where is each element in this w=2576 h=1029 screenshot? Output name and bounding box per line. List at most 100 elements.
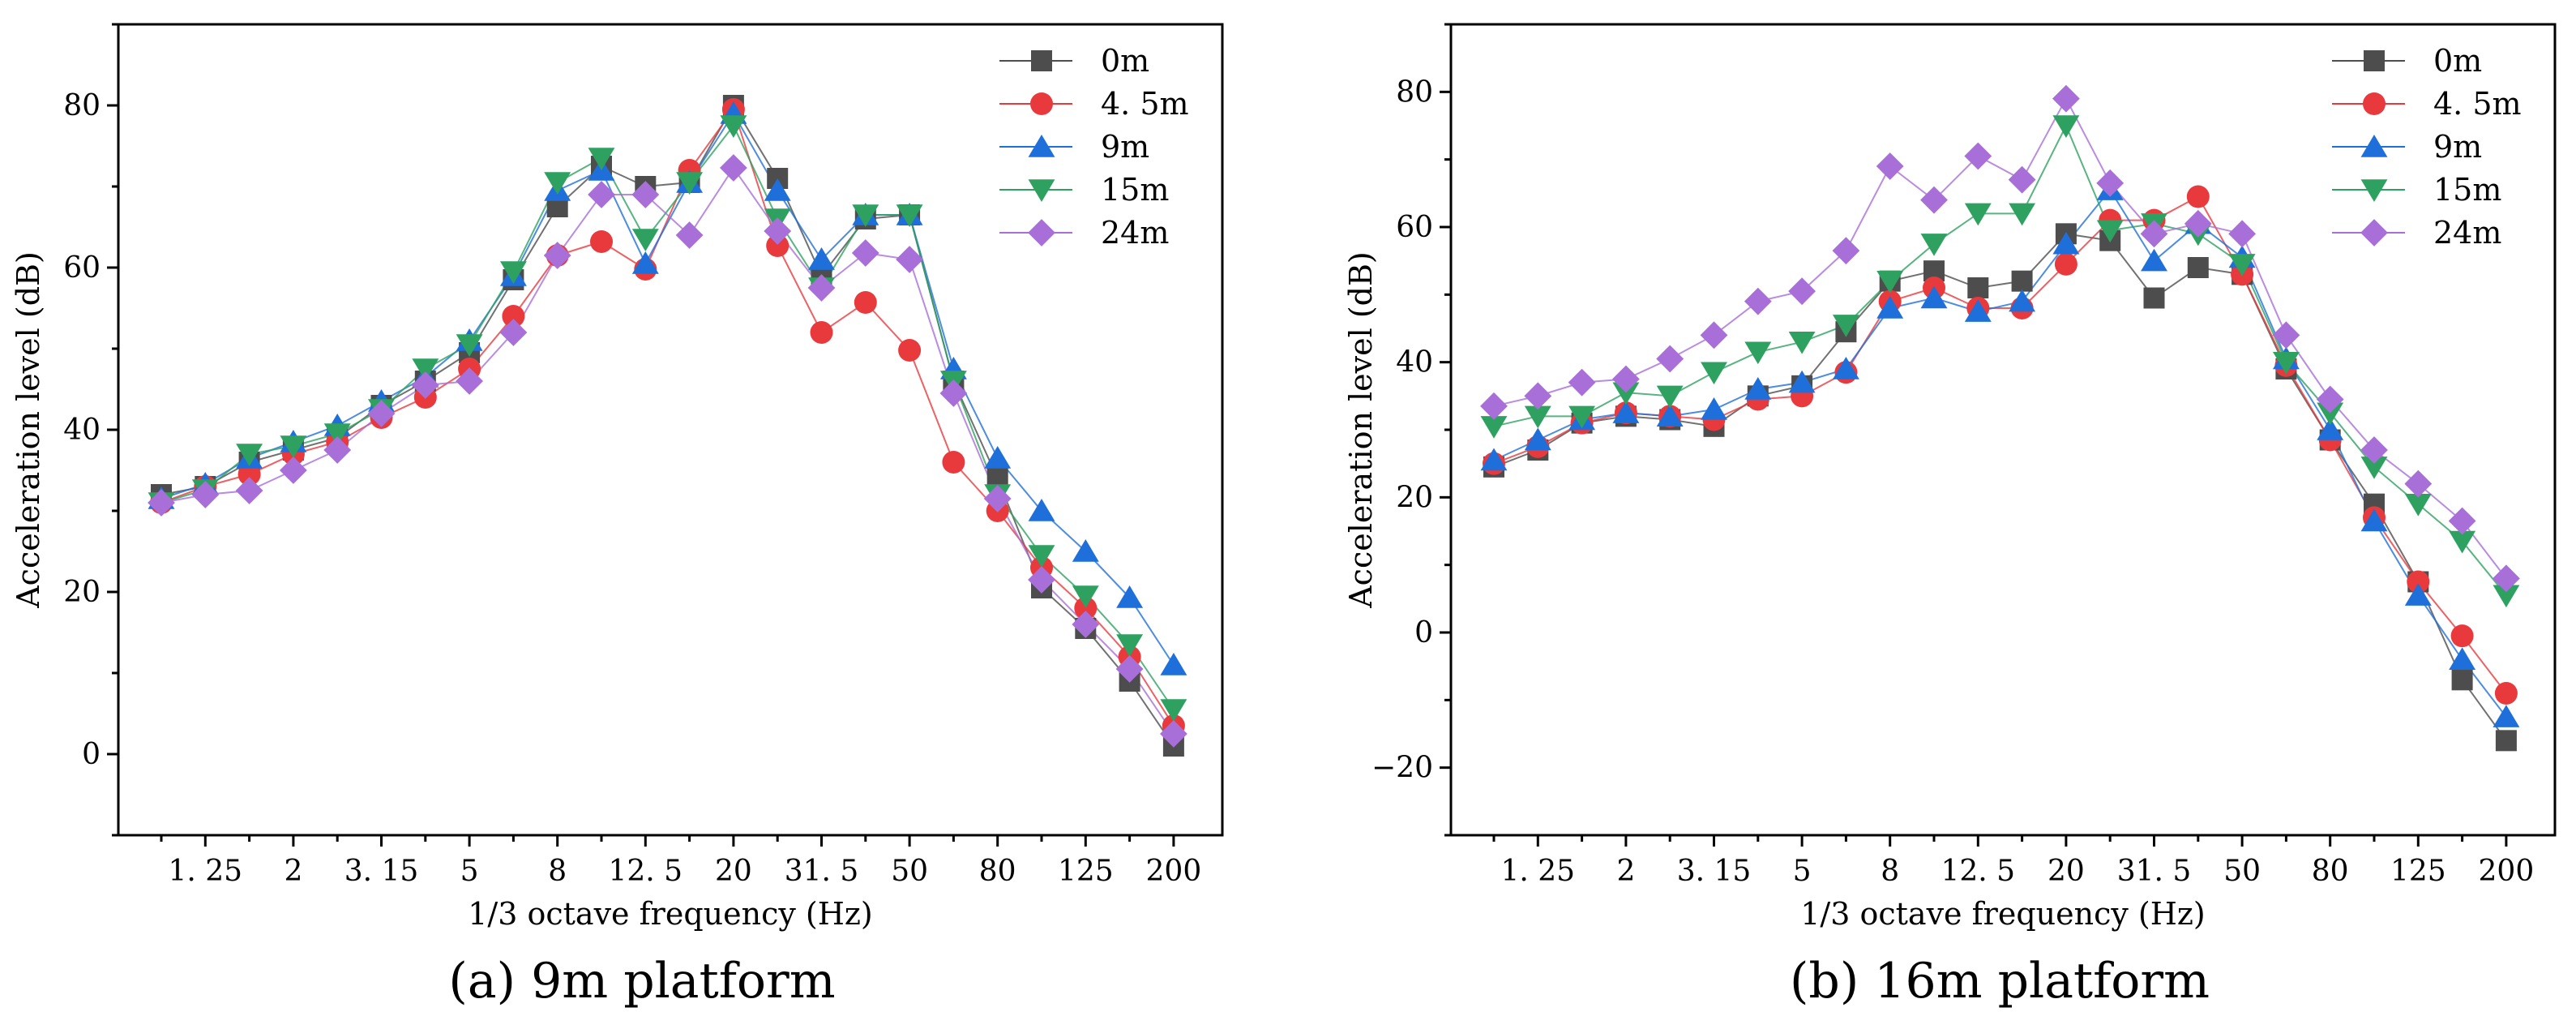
point-15m xyxy=(1028,545,1055,568)
x-tick-label: 80 xyxy=(2312,855,2349,888)
point-24m xyxy=(2096,169,2125,197)
point-4-5m xyxy=(2494,682,2518,705)
point-4-5m xyxy=(854,291,877,314)
point-9m xyxy=(1524,427,1551,451)
point-9m xyxy=(2360,508,2388,532)
point-9m xyxy=(1072,539,1099,562)
point-24m xyxy=(2493,564,2520,593)
point-24m xyxy=(1964,142,1992,170)
point-9m xyxy=(2052,231,2080,255)
point-24m xyxy=(2228,220,2256,248)
point-24m xyxy=(1700,321,1728,349)
point-15m xyxy=(2052,115,2080,138)
point-24m xyxy=(280,457,307,484)
legend-marker-15m xyxy=(1028,179,1055,202)
chart-a-9m-platform: 0 20 40 60 80 1. 25 2 3. 15 5 8 12. 5 20 31. 5 50 80 12… xyxy=(11,23,1224,932)
y-tick-label: 80 xyxy=(63,89,101,122)
point-9m xyxy=(2009,289,2036,312)
point-24m xyxy=(191,481,220,508)
point-15m xyxy=(499,261,527,284)
point-24m xyxy=(2448,507,2476,535)
point-9m xyxy=(1832,357,1859,379)
x-tick-label: 125 xyxy=(1058,855,1114,888)
point-24m xyxy=(588,181,615,208)
series-line-0m xyxy=(1493,233,2507,741)
point-15m xyxy=(1524,405,1551,429)
x-tick-label: 50 xyxy=(2223,855,2261,888)
y-axis-title: Acceleration level (dB) xyxy=(1343,251,1379,609)
point-24m xyxy=(2360,436,2388,464)
x-tick-label: 80 xyxy=(979,855,1016,888)
point-15m xyxy=(896,204,923,227)
caption-a: (a) 9m platform xyxy=(448,953,835,1010)
legend-label-0m: 0m xyxy=(2433,43,2482,79)
point-9m xyxy=(1788,370,1816,393)
legend-label-9m: 9m xyxy=(1101,129,1149,165)
point-9m xyxy=(764,178,791,201)
y-tick-label: −20 xyxy=(1371,752,1433,785)
point-4-5m xyxy=(502,305,525,328)
point-24m xyxy=(367,400,396,427)
point-24m xyxy=(1028,566,1055,594)
point-15m xyxy=(2009,203,2036,226)
x-tick-label: 2 xyxy=(1616,855,1635,888)
y-tick-label: 60 xyxy=(1396,211,1433,244)
legend-marker-0m xyxy=(2364,50,2385,71)
point-4-5m xyxy=(2450,624,2474,648)
point-15m xyxy=(852,204,879,227)
y-tick-label: 0 xyxy=(1414,616,1433,650)
point-15m xyxy=(1876,270,1904,294)
point-24m xyxy=(148,489,175,517)
point-24m xyxy=(1832,237,1860,265)
point-0m xyxy=(2011,270,2033,292)
y-tick-label: 0 xyxy=(82,738,101,771)
point-15m xyxy=(720,115,747,138)
legend-label-0m: 0m xyxy=(1101,43,1149,79)
legend-label-24m: 24m xyxy=(2433,215,2501,251)
point-15m xyxy=(1480,416,1508,439)
point-24m xyxy=(1480,392,1508,420)
point-9m xyxy=(1744,377,1772,400)
point-9m xyxy=(1116,585,1144,608)
legend-label-4-5m: 4. 5m xyxy=(1101,86,1189,122)
x-tick-label: 12. 5 xyxy=(1941,855,2015,888)
point-24m xyxy=(411,371,439,399)
legend-marker-24m xyxy=(1028,219,1055,247)
legend-label-15m: 15m xyxy=(1101,172,1169,208)
point-15m xyxy=(280,435,307,458)
series-line-4-5m xyxy=(1493,195,2507,694)
point-9m xyxy=(1964,299,1992,322)
point-15m xyxy=(2404,493,2432,517)
point-24m xyxy=(720,154,747,182)
point-24m xyxy=(2008,165,2036,194)
point-4-5m xyxy=(766,234,789,257)
point-4-5m xyxy=(898,339,922,362)
point-0m xyxy=(1967,277,1989,298)
point-9m xyxy=(1612,401,1640,423)
y-tick-label: 40 xyxy=(63,414,101,447)
point-15m xyxy=(1920,234,1948,256)
point-0m xyxy=(2187,257,2209,278)
point-9m xyxy=(2317,418,2344,440)
point-24m xyxy=(1160,720,1187,748)
point-15m xyxy=(1832,315,1859,337)
point-4-5m xyxy=(2186,185,2210,208)
x-tick-label: 12. 5 xyxy=(608,855,683,888)
point-24m xyxy=(499,319,528,346)
point-15m xyxy=(1744,341,1772,365)
point-15m xyxy=(1964,203,1992,226)
chart-b-16m-platform: −20 0 20 40 60 80 1. 25 2 3. 15 5 8 12. 5 20 31. 5 50 8… xyxy=(1343,23,2557,932)
point-15m xyxy=(2449,530,2476,554)
point-24m xyxy=(1920,186,1948,214)
x-tick-label: 50 xyxy=(891,855,928,888)
point-15m xyxy=(2317,402,2344,426)
point-24m xyxy=(1568,368,1596,397)
point-24m xyxy=(1744,287,1772,315)
x-tick-label: 8 xyxy=(548,855,567,888)
series-line-24m xyxy=(1493,96,2507,579)
legend-marker-4-5m xyxy=(2363,92,2386,115)
point-9m xyxy=(1920,285,1948,309)
point-4-5m xyxy=(237,463,261,486)
point-9m xyxy=(808,247,835,270)
point-24m xyxy=(456,367,483,395)
